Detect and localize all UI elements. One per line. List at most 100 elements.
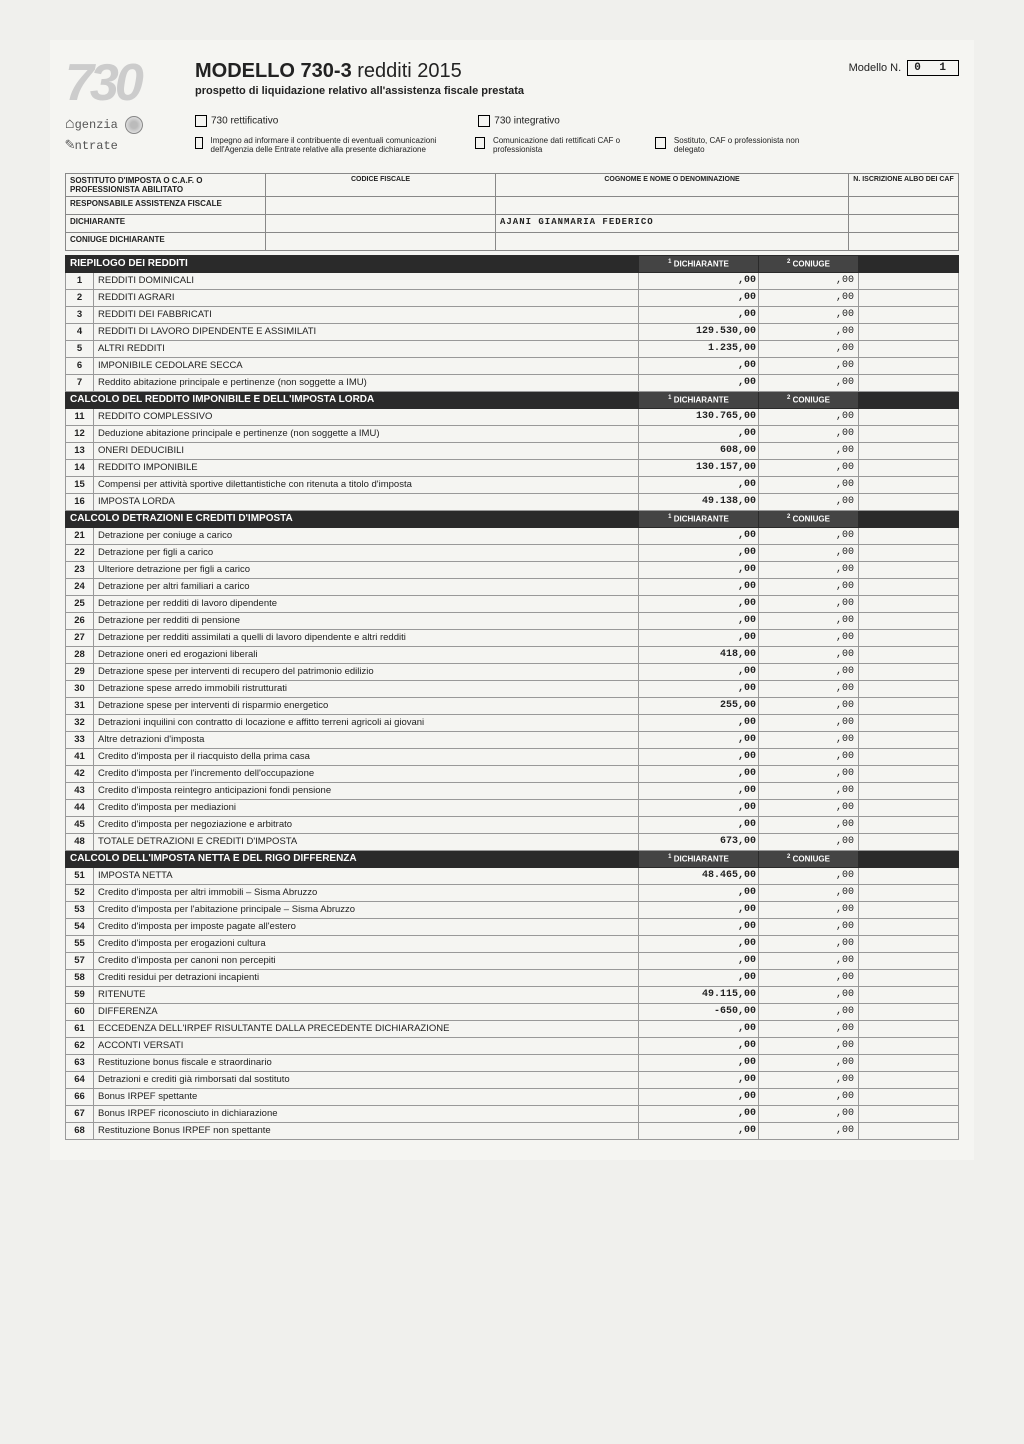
row-value-coniuge: ,00 [759,1003,859,1020]
row-value-coniuge: ,00 [759,799,859,816]
logo-block: 730 ⌂genzia ✎ntrate [65,60,175,154]
row-number: 41 [66,748,94,765]
row-number: 43 [66,782,94,799]
row-value-coniuge: ,00 [759,1071,859,1088]
row-spare [859,561,959,578]
checkbox-sostituto[interactable] [655,137,666,149]
row-desc: Credito d'imposta per il riacquisto dell… [94,748,639,765]
table-row: 28Detrazione oneri ed erogazioni liberal… [66,646,959,663]
row-value-coniuge: ,00 [759,646,859,663]
row-value-coniuge: ,00 [759,493,859,510]
row-spare [859,986,959,1003]
row-desc: DIFFERENZA [94,1003,639,1020]
row-value-coniuge: ,00 [759,1054,859,1071]
row-value-coniuge: ,00 [759,663,859,680]
row-desc: REDDITI DEI FABBRICATI [94,306,639,323]
row-number: 15 [66,476,94,493]
row-number: 57 [66,952,94,969]
checkbox-comunicazione[interactable] [475,137,485,149]
table-row: 66Bonus IRPEF spettante,00,00 [66,1088,959,1105]
table-row: 52Credito d'imposta per altri immobili –… [66,884,959,901]
row-desc: Credito d'imposta per l'abitazione princ… [94,901,639,918]
row-value-coniuge: ,00 [759,680,859,697]
row-value-coniuge: ,00 [759,816,859,833]
row-value-dichiarante: ,00 [639,289,759,306]
col-coniuge: 2 CONIUGE [759,510,859,527]
cognome-head: COGNOME E NOME O DENOMINAZIONE [496,173,849,196]
tax-form-page: 730 ⌂genzia ✎ntrate MODELLO 730-3 reddit… [50,40,974,1160]
row-spare [859,731,959,748]
row-spare [859,646,959,663]
form-title: MODELLO 730-3 [195,60,352,82]
row-value-dichiarante: ,00 [639,1071,759,1088]
row-number: 48 [66,833,94,850]
section-title: CALCOLO DEL REDDITO IMPONIBILE E DELL'IM… [66,391,639,408]
row-value-dichiarante: ,00 [639,629,759,646]
row-value-dichiarante: ,00 [639,357,759,374]
row-value-dichiarante: ,00 [639,425,759,442]
row-value-coniuge: ,00 [759,595,859,612]
row-number: 29 [66,663,94,680]
row-number: 1 [66,272,94,289]
row-desc: Compensi per attività sportive dilettant… [94,476,639,493]
row-value-coniuge: ,00 [759,612,859,629]
row-spare [859,1020,959,1037]
row-value-dichiarante: ,00 [639,884,759,901]
row-desc: Detrazione spese arredo immobili ristrut… [94,680,639,697]
row-value-dichiarante: 1.235,00 [639,340,759,357]
table-row: 64Detrazioni e crediti già rimborsati da… [66,1071,959,1088]
row-desc: ACCONTI VERSATI [94,1037,639,1054]
row-spare [859,476,959,493]
table-row: 30Detrazione spese arredo immobili ristr… [66,680,959,697]
row-number: 31 [66,697,94,714]
row-value-dichiarante: 608,00 [639,442,759,459]
row-desc: Detrazione per redditi di pensione [94,612,639,629]
row-value-coniuge: ,00 [759,561,859,578]
row-number: 22 [66,544,94,561]
row-desc: REDDITI AGRARI [94,289,639,306]
row-desc: Detrazione spese per interventi di recup… [94,663,639,680]
row-number: 51 [66,867,94,884]
section-title: CALCOLO DETRAZIONI E CREDITI D'IMPOSTA [66,510,639,527]
row-desc: Restituzione Bonus IRPEF non spettante [94,1122,639,1139]
row-value-dichiarante: 255,00 [639,697,759,714]
checkbox-integrativo[interactable] [478,115,490,127]
row-desc: Crediti residui per detrazioni incapient… [94,969,639,986]
row-value-dichiarante: ,00 [639,1122,759,1139]
row-desc: Detrazione per altri familiari a carico [94,578,639,595]
table-row: 1REDDITI DOMINICALI,00,00 [66,272,959,289]
section-header: CALCOLO DEL REDDITO IMPONIBILE E DELL'IM… [66,391,959,408]
row-spare [859,289,959,306]
table-row: 33Altre detrazioni d'imposta,00,00 [66,731,959,748]
row-number: 61 [66,1020,94,1037]
row-number: 12 [66,425,94,442]
table-row: 4REDDITI DI LAVORO DIPENDENTE E ASSIMILA… [66,323,959,340]
row-spare [859,799,959,816]
table-row: 16IMPOSTA LORDA49.138,00,00 [66,493,959,510]
row-value-coniuge: ,00 [759,578,859,595]
row-number: 16 [66,493,94,510]
row-value-dichiarante: ,00 [639,969,759,986]
row-desc: ONERI DEDUCIBILI [94,442,639,459]
section-header: CALCOLO DELL'IMPOSTA NETTA E DEL RIGO DI… [66,850,959,867]
checkbox-rettificativo[interactable] [195,115,207,127]
table-row: 60DIFFERENZA-650,00,00 [66,1003,959,1020]
row-value-coniuge: ,00 [759,340,859,357]
row-value-dichiarante: ,00 [639,544,759,561]
row-value-dichiarante: ,00 [639,374,759,391]
row-desc: Credito d'imposta per mediazioni [94,799,639,816]
row-number: 62 [66,1037,94,1054]
row-desc: Detrazione per coniuge a carico [94,527,639,544]
table-row: 2REDDITI AGRARI,00,00 [66,289,959,306]
row-spare [859,782,959,799]
table-row: 21Detrazione per coniuge a carico,00,00 [66,527,959,544]
table-row: 51IMPOSTA NETTA48.465,00,00 [66,867,959,884]
row-number: 55 [66,935,94,952]
row-value-coniuge: ,00 [759,357,859,374]
row-value-dichiarante: ,00 [639,765,759,782]
row-value-dichiarante: ,00 [639,748,759,765]
row-number: 6 [66,357,94,374]
checkbox-impegno[interactable] [195,137,203,149]
row-spare [859,969,959,986]
row-number: 66 [66,1088,94,1105]
